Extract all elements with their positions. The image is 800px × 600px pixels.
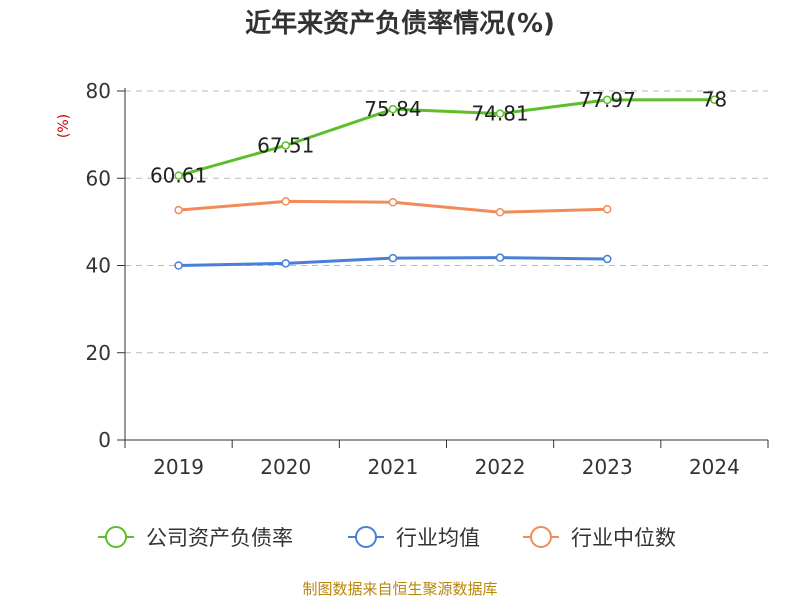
data-label: 74.81 [471, 102, 528, 126]
legend-marker [355, 526, 377, 548]
data-point [603, 204, 612, 214]
axes: 0 20 40 60 80 2019 2020 2021 2022 2023 2024 [86, 79, 769, 479]
data-point [495, 208, 505, 217]
data-point [495, 109, 505, 118]
legend-label: 公司资产负债率 [146, 526, 293, 550]
legend-label: 行业均值 [396, 526, 480, 550]
x-tick-label: 2024 [689, 455, 740, 479]
series-layer [174, 95, 719, 270]
legend-marker [105, 526, 127, 548]
y-tick-label: 40 [86, 254, 111, 278]
y-tick-label: 60 [86, 166, 111, 190]
x-tick-label: 2023 [582, 455, 633, 479]
legend: 公司资产负债率 行业均值 行业中位数 [98, 526, 676, 550]
source-note: 制图数据来自恒生聚源数据库 [302, 580, 497, 598]
data-point [603, 95, 612, 105]
data-label: 60.61 [150, 164, 207, 188]
data-label: 75.84 [364, 97, 421, 121]
data-label: 78 [702, 88, 727, 112]
data-label: 77.97 [579, 88, 636, 112]
data-point [710, 95, 719, 104]
data-point [281, 259, 290, 268]
data-point [281, 197, 290, 206]
x-tick-label: 2021 [367, 455, 418, 479]
data-point [388, 104, 398, 114]
data-point [495, 253, 505, 262]
chart-title: 近年来资产负债率情况(%) [245, 8, 555, 39]
data-point [603, 254, 612, 264]
x-tick-label: 2022 [475, 455, 526, 479]
data-point [388, 253, 398, 263]
legend-marker [530, 526, 552, 548]
data-label: 67.51 [257, 133, 314, 157]
data-point [388, 197, 398, 207]
y-tick-label: 0 [98, 428, 111, 452]
series-line-0 [178, 98, 715, 178]
legend-label: 行业中位数 [571, 526, 676, 550]
data-point [174, 171, 183, 180]
data-point [281, 141, 290, 150]
y-axis-label: (%) [56, 114, 72, 138]
data-labels: 60.61 67.51 75.84 74.81 77.97 78 [150, 88, 727, 188]
y-tick-label: 80 [86, 79, 111, 103]
data-point [174, 261, 183, 270]
y-tick-label: 20 [86, 341, 111, 365]
data-point [174, 205, 183, 215]
x-tick-label: 2020 [260, 455, 311, 479]
grid [125, 90, 768, 354]
x-tick-label: 2019 [153, 455, 204, 479]
